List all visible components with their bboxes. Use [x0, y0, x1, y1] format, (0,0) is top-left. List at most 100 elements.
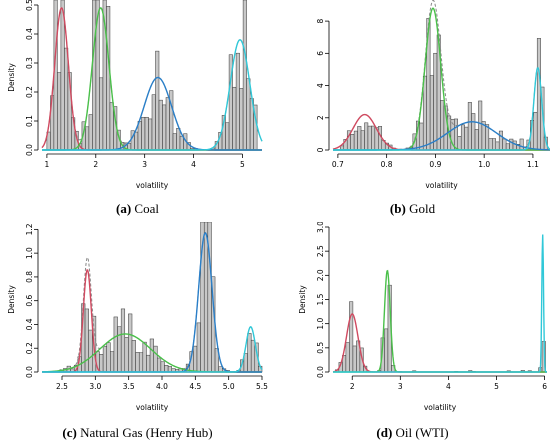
histogram-bar: [88, 114, 93, 151]
histogram-bar: [131, 340, 136, 373]
histogram-bar: [464, 126, 469, 151]
histogram-bar: [246, 78, 251, 151]
component-density-line: [333, 234, 548, 373]
y-tick-label: 8: [316, 19, 325, 24]
histogram-bar: [350, 133, 355, 151]
histogram-bar: [250, 339, 256, 373]
histogram-bar: [247, 333, 252, 373]
caption-natural-gas: (c) Natural Gas (Henry Hub): [0, 425, 275, 441]
x-tick-label: 4.5: [189, 382, 201, 391]
x-axis-label: volatility: [136, 181, 169, 190]
histogram-bar: [88, 329, 93, 373]
axes: 1 2 3 4 5 0.0 0.1 0.2 0.3 0.4 0.5 volatility Density: [7, 0, 245, 190]
histogram-bar: [353, 130, 358, 151]
x-tick-label: 5.0: [223, 382, 235, 391]
histogram-bar: [502, 138, 507, 151]
histogram-bar: [512, 140, 517, 151]
histogram-bar: [164, 365, 169, 373]
x-tick-label: 4: [191, 160, 196, 169]
y-tick-label: 0.5: [25, 0, 34, 11]
mixture-density-line: [332, 0, 550, 150]
y-tick-label: 1.0: [25, 247, 34, 259]
histogram-bar: [113, 316, 118, 373]
histogram-bar: [498, 130, 503, 151]
histogram-bar: [492, 138, 497, 151]
histogram-bar: [153, 345, 158, 373]
caption-letter: (b): [389, 201, 406, 216]
histogram-bar: [352, 345, 357, 373]
histogram-bar: [505, 143, 510, 151]
histogram-bar: [142, 341, 147, 373]
histogram-bar: [151, 94, 156, 151]
x-tick-label: 0.7: [332, 160, 344, 169]
histogram-bar: [371, 125, 376, 151]
histogram-bar: [64, 47, 69, 151]
histogram-bar: [85, 126, 90, 151]
histogram-bar: [232, 86, 237, 151]
histogram-bar: [203, 222, 209, 373]
chart-panel-gold: 0.7 0.8 0.9 1.0 1.1 0 2 4 6 8 volatility: [275, 0, 550, 200]
histogram-bar: [235, 52, 240, 151]
y-tick-label: 6: [316, 51, 325, 56]
histogram-bar: [495, 141, 500, 151]
histogram-bar: [57, 72, 62, 151]
x-axis-label: volatility: [136, 403, 169, 412]
caption-name: Gold: [409, 201, 436, 216]
y-tick-label: 0.0: [316, 366, 325, 378]
component-density-line: [42, 326, 263, 373]
x-tick-label: 3.0: [89, 382, 101, 391]
histogram-bar: [179, 135, 184, 151]
chart-gold: 0.7 0.8 0.9 1.0 1.1 0 2 4 6 8 volatility: [316, 0, 550, 190]
histogram-bar: [471, 113, 476, 151]
histogram-bar: [429, 75, 434, 151]
histogram-bar: [158, 99, 163, 151]
histogram-bar: [519, 138, 524, 151]
x-tick-label: 5: [240, 160, 245, 169]
histogram-bar: [148, 118, 153, 151]
x-tick-label: 3: [398, 382, 403, 391]
y-tick-label: 3.0: [316, 222, 325, 233]
component-density-line: [333, 269, 547, 373]
caption-oil: (d) Oil (WTI): [275, 425, 550, 441]
chart-panel-coal: 1 2 3 4 5 0.0 0.1 0.2 0.3 0.4 0.5 volatility Density: [0, 0, 275, 200]
histogram-bar: [193, 345, 198, 373]
caption-name: Coal: [134, 201, 159, 216]
y-tick-label: 0.3: [25, 57, 34, 69]
chart-coal: 1 2 3 4 5 0.0 0.1 0.2 0.3 0.4 0.5 volatility Density: [7, 0, 263, 190]
y-tick-label: 1.5: [316, 293, 325, 305]
histogram-bar: [533, 111, 538, 151]
chart-natural-gas: 2.5 3.0 3.5 4.0 4.5 5.0 5.5 0.0 0.2 0.4 0.6 0.8 1.0 1…: [7, 222, 268, 412]
x-tick-label: 1: [44, 160, 49, 169]
x-tick-label: 4: [446, 382, 451, 391]
x-tick-label: 5.5: [256, 382, 268, 391]
histogram-bar: [99, 354, 104, 373]
histogram-bar: [422, 75, 427, 151]
histogram-bars: [46, 0, 258, 151]
histogram-bar: [102, 345, 107, 373]
histogram-bar: [155, 50, 160, 151]
y-tick-label: 0.2: [25, 342, 34, 354]
x-tick-label: 1.1: [527, 160, 539, 169]
histogram-bar: [124, 337, 129, 373]
histogram-bar: [172, 133, 177, 151]
y-tick-label: 0.0: [25, 366, 34, 378]
y-axis-label: Density: [7, 285, 16, 314]
histogram-bar: [134, 131, 139, 151]
histogram-bar: [225, 122, 230, 151]
histogram-bar: [485, 124, 490, 151]
histogram-bar: [157, 357, 162, 373]
x-tick-label: 3: [142, 160, 147, 169]
chart-oil: 2 3 4 5 6 0.0 0.5 1.0 1.5 2.0 2.5 3.0 volatility Dens…: [298, 222, 548, 412]
x-tick-label: 6: [542, 382, 547, 391]
y-tick-label: 0.5: [316, 342, 325, 354]
histogram-bar: [457, 136, 462, 151]
histogram-bar: [488, 138, 493, 151]
histogram-bar: [536, 38, 541, 151]
axes: 2 3 4 5 6 0.0 0.5 1.0 1.5 2.0 2.5 3.0 volatility Dens…: [298, 222, 547, 412]
axes: 2.5 3.0 3.5 4.0 4.5 5.0 5.5 0.0 0.2 0.4 0.6 0.8 1.0 1…: [7, 223, 268, 412]
histogram-bar: [110, 351, 115, 373]
x-axis-label: volatility: [425, 181, 458, 190]
histogram-bar: [218, 366, 223, 373]
caption-letter: (c): [62, 425, 77, 440]
histogram-bar: [242, 0, 247, 151]
